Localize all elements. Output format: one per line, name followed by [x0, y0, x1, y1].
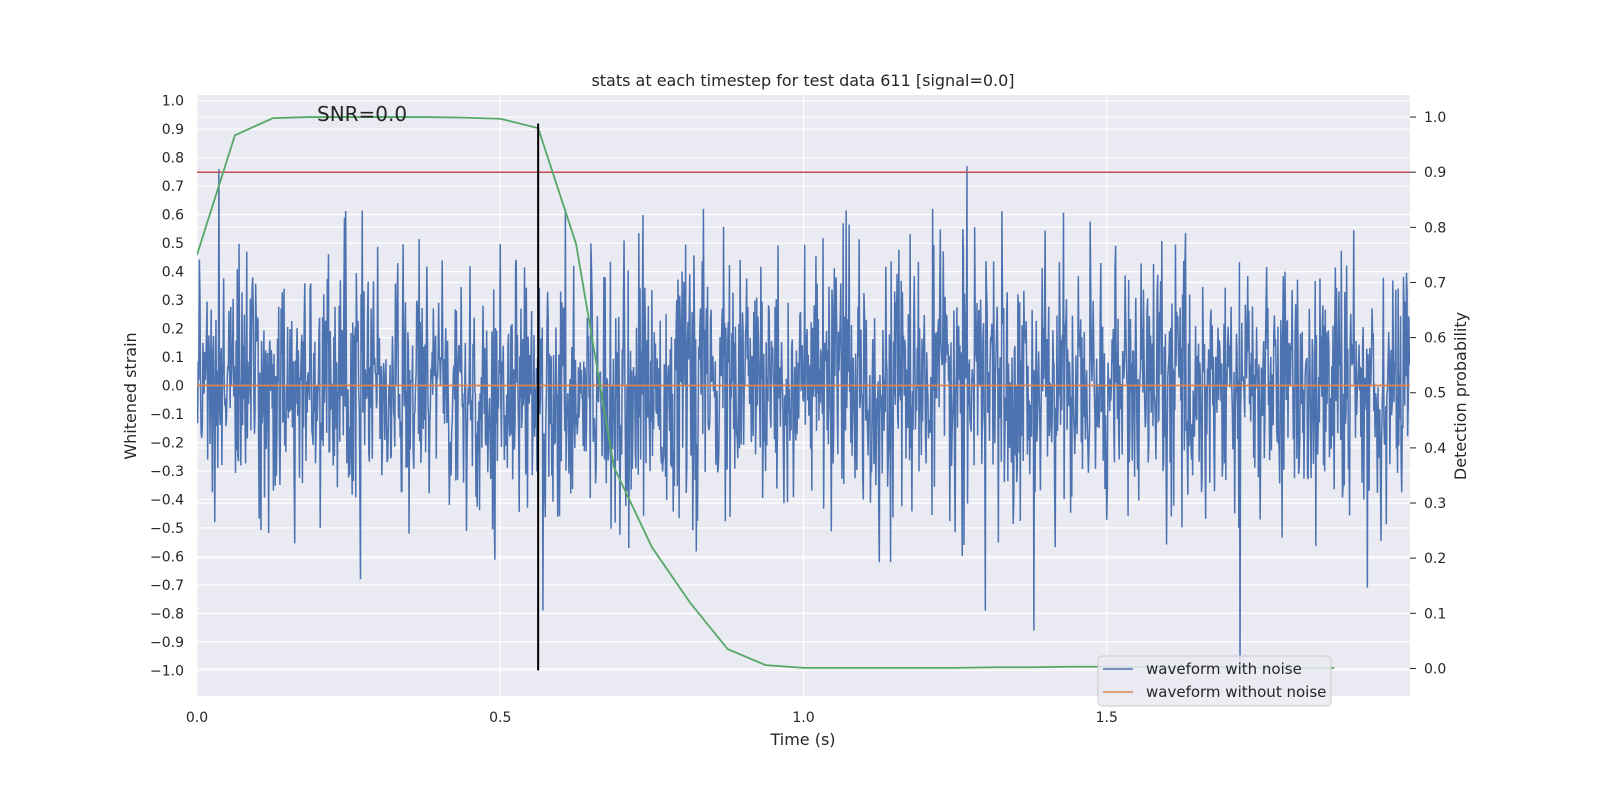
- x-tick-label: 0.5: [489, 710, 511, 726]
- y-tick-label-left: 0.0: [162, 379, 184, 395]
- y-tick-label-left: 0.7: [162, 179, 184, 195]
- y-tick-label-right: 0.1: [1424, 606, 1446, 622]
- y-tick-label-right: 0.4: [1424, 441, 1446, 457]
- y-tick-label-left: −0.4: [150, 492, 184, 508]
- series-waveform-with-noise: [197, 166, 1410, 671]
- y-tick-label-right: 0.8: [1424, 220, 1446, 236]
- y-tick-label-right: 0.3: [1424, 496, 1446, 512]
- y-tick-label-right: 0.7: [1424, 275, 1446, 291]
- x-axis-label: Time (s): [769, 730, 835, 749]
- y-tick-label-left: 0.4: [162, 265, 184, 281]
- legend: waveform with noise waveform without noi…: [1097, 655, 1332, 707]
- y-tick-label-left: −0.7: [150, 578, 184, 594]
- y-tick-label-right: 1.0: [1424, 110, 1446, 126]
- y-tick-label-right: 0.9: [1424, 165, 1446, 181]
- y-tick-label-left: 0.6: [162, 208, 184, 224]
- y-tick-label-left: 0.5: [162, 236, 184, 252]
- y-tick-label-left: 0.9: [162, 122, 184, 138]
- legend-label-clean: waveform without noise: [1146, 683, 1326, 701]
- y-tick-label-right: 0.6: [1424, 331, 1446, 347]
- y-tick-label-right: 0.0: [1424, 661, 1446, 677]
- y-tick-label-left: −0.8: [150, 606, 184, 622]
- y-tick-label-left: −0.6: [150, 549, 184, 565]
- x-tick-label: 1.5: [1096, 710, 1118, 726]
- y-tick-label-left: −0.5: [150, 521, 184, 537]
- y-tick-label-left: 0.2: [162, 322, 184, 338]
- y-tick-label-left: −0.3: [150, 464, 184, 480]
- chart-title: stats at each timestep for test data 611…: [591, 71, 1014, 90]
- y-tick-label-left: 1.0: [162, 94, 184, 110]
- y-tick-label-left: −0.2: [150, 435, 184, 451]
- y-tick-label-right: 0.5: [1424, 386, 1446, 402]
- y-tick-label-left: 0.3: [162, 293, 184, 309]
- axes: 0.0 0.5 1.0 1.5 1.0 0.9 0.8 0.7 0.6 0.5 0.4 0.3 0.2 0…: [150, 94, 1446, 726]
- y-axis-label-right: Detection probability: [1451, 312, 1470, 480]
- x-tick-label: 0.0: [186, 710, 208, 726]
- snr-annotation: SNR=0.0: [317, 102, 407, 126]
- legend-label-noise: waveform with noise: [1146, 660, 1302, 678]
- y-tick-label-left: −1.0: [150, 663, 184, 679]
- legend-box: [1097, 655, 1332, 707]
- y-tick-label-left: −0.1: [150, 407, 184, 423]
- y-tick-label-left: 0.1: [162, 350, 184, 366]
- y-tick-label-left: 0.8: [162, 151, 184, 167]
- y-tick-label-right: 0.2: [1424, 551, 1446, 567]
- y-axis-label-left: Whitened strain: [121, 332, 140, 459]
- x-tick-label: 1.0: [792, 710, 814, 726]
- y-tick-label-left: −0.9: [150, 635, 184, 651]
